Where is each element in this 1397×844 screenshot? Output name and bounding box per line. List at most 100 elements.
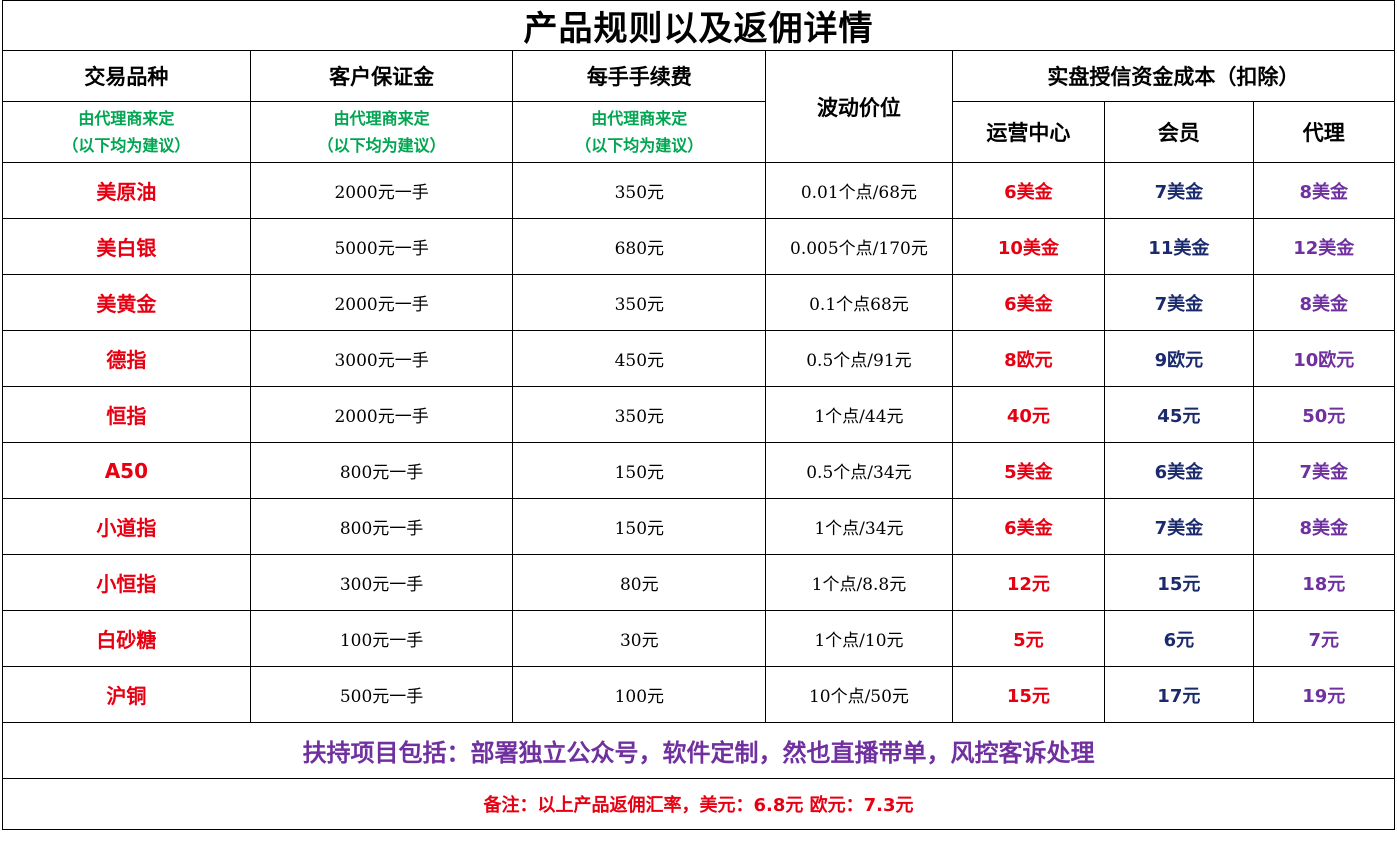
center-cell[interactable]: 12元: [951, 554, 1106, 611]
member-cell[interactable]: 15元: [1104, 554, 1254, 611]
product-cell[interactable]: 德指: [2, 330, 251, 387]
note-product[interactable]: 由代理商来定 （以下均为建议）: [2, 101, 251, 163]
center-cell[interactable]: 10美金: [951, 218, 1106, 275]
margin-cell[interactable]: 3000元一手: [249, 330, 514, 387]
table-row: 美白银 5000元一手 680元 0.005个点/170元 10美金 11美金 12美金: [2, 218, 1396, 275]
agent-cell[interactable]: 8美金: [1252, 274, 1396, 331]
note-fee[interactable]: 由代理商来定 （以下均为建议）: [512, 101, 767, 163]
header-credit-cost[interactable]: 实盘授信资金成本（扣除）: [951, 50, 1396, 102]
table-row: 小道指 800元一手 150元 1个点/34元 6美金 7美金 8美金: [2, 498, 1396, 555]
table-row: 沪铜 500元一手 100元 10个点/50元 15元 17元 19元: [2, 666, 1396, 723]
agent-cell[interactable]: 12美金: [1252, 218, 1396, 275]
member-cell[interactable]: 6元: [1104, 610, 1254, 667]
header-margin[interactable]: 客户保证金: [249, 50, 514, 102]
support-items[interactable]: 扶持项目包括：部署独立公众号，软件定制，然也直播带单，风控客诉处理: [2, 722, 1395, 779]
header-member[interactable]: 会员: [1104, 101, 1254, 163]
product-cell[interactable]: 美黄金: [2, 274, 251, 331]
fee-cell[interactable]: 350元: [512, 162, 767, 219]
agent-cell[interactable]: 8美金: [1252, 162, 1396, 219]
header-tick[interactable]: 波动价位: [765, 50, 953, 163]
center-cell[interactable]: 8欧元: [951, 330, 1106, 387]
margin-cell[interactable]: 5000元一手: [249, 218, 514, 275]
fee-cell[interactable]: 100元: [512, 666, 767, 723]
margin-cell[interactable]: 800元一手: [249, 442, 514, 499]
tick-cell[interactable]: 1个点/44元: [765, 386, 953, 443]
center-cell[interactable]: 15元: [951, 666, 1106, 723]
member-cell[interactable]: 7美金: [1104, 274, 1254, 331]
table-row: 美原油 2000元一手 350元 0.01个点/68元 6美金 7美金 8美金: [2, 162, 1396, 219]
table-row: 小恒指 300元一手 80元 1个点/8.8元 12元 15元 18元: [2, 554, 1396, 611]
table-row: 白砂糖 100元一手 30元 1个点/10元 5元 6元 7元: [2, 610, 1396, 667]
fee-cell[interactable]: 350元: [512, 386, 767, 443]
tick-cell[interactable]: 1个点/10元: [765, 610, 953, 667]
tick-cell[interactable]: 0.5个点/91元: [765, 330, 953, 387]
fee-cell[interactable]: 80元: [512, 554, 767, 611]
remark-note[interactable]: 备注：以上产品返佣汇率，美元：6.8元 欧元：7.3元: [2, 778, 1395, 830]
fee-cell[interactable]: 30元: [512, 610, 767, 667]
agent-cell[interactable]: 8美金: [1252, 498, 1396, 555]
center-cell[interactable]: 5美金: [951, 442, 1106, 499]
margin-cell[interactable]: 2000元一手: [249, 162, 514, 219]
header-fee[interactable]: 每手手续费: [512, 50, 767, 102]
product-cell[interactable]: 美白银: [2, 218, 251, 275]
note-line2: （以下均为建议）: [62, 136, 191, 155]
tick-cell[interactable]: 0.01个点/68元: [765, 162, 953, 219]
product-cell[interactable]: 白砂糖: [2, 610, 251, 667]
member-cell[interactable]: 6美金: [1104, 442, 1254, 499]
center-cell[interactable]: 6美金: [951, 274, 1106, 331]
product-cell[interactable]: 小恒指: [2, 554, 251, 611]
note-line2: （以下均为建议）: [575, 136, 704, 155]
agent-cell[interactable]: 7元: [1252, 610, 1396, 667]
note-line1: 由代理商来定: [333, 109, 430, 128]
margin-cell[interactable]: 300元一手: [249, 554, 514, 611]
tick-cell[interactable]: 0.1个点68元: [765, 274, 953, 331]
agent-cell[interactable]: 7美金: [1252, 442, 1396, 499]
member-cell[interactable]: 17元: [1104, 666, 1254, 723]
margin-cell[interactable]: 2000元一手: [249, 274, 514, 331]
margin-cell[interactable]: 100元一手: [249, 610, 514, 667]
tick-cell[interactable]: 10个点/50元: [765, 666, 953, 723]
table-row: 德指 3000元一手 450元 0.5个点/91元 8欧元 9欧元 10欧元: [2, 330, 1396, 387]
tick-cell[interactable]: 1个点/8.8元: [765, 554, 953, 611]
fee-cell[interactable]: 150元: [512, 442, 767, 499]
note-margin[interactable]: 由代理商来定 （以下均为建议）: [249, 101, 514, 163]
margin-cell[interactable]: 800元一手: [249, 498, 514, 555]
center-cell[interactable]: 6美金: [951, 162, 1106, 219]
tick-cell[interactable]: 1个点/34元: [765, 498, 953, 555]
note-line1: 由代理商来定: [591, 109, 688, 128]
member-cell[interactable]: 11美金: [1104, 218, 1254, 275]
fee-cell[interactable]: 450元: [512, 330, 767, 387]
product-cell[interactable]: 小道指: [2, 498, 251, 555]
member-cell[interactable]: 7美金: [1104, 162, 1254, 219]
note-line1: 由代理商来定: [78, 109, 175, 128]
header-center[interactable]: 运营中心: [951, 101, 1106, 163]
table-row: 美黄金 2000元一手 350元 0.1个点68元 6美金 7美金 8美金: [2, 274, 1396, 331]
tick-cell[interactable]: 0.005个点/170元: [765, 218, 953, 275]
margin-cell[interactable]: 2000元一手: [249, 386, 514, 443]
header-product[interactable]: 交易品种: [2, 50, 251, 102]
table-row: 恒指 2000元一手 350元 1个点/44元 40元 45元 50元: [2, 386, 1396, 443]
center-cell[interactable]: 40元: [951, 386, 1106, 443]
product-cell[interactable]: 美原油: [2, 162, 251, 219]
center-cell[interactable]: 6美金: [951, 498, 1106, 555]
agent-cell[interactable]: 19元: [1252, 666, 1396, 723]
center-cell[interactable]: 5元: [951, 610, 1106, 667]
note-line2: （以下均为建议）: [317, 136, 446, 155]
member-cell[interactable]: 7美金: [1104, 498, 1254, 555]
fee-cell[interactable]: 680元: [512, 218, 767, 275]
product-cell[interactable]: 恒指: [2, 386, 251, 443]
agent-cell[interactable]: 18元: [1252, 554, 1396, 611]
fee-cell[interactable]: 150元: [512, 498, 767, 555]
agent-cell[interactable]: 50元: [1252, 386, 1396, 443]
product-cell[interactable]: 沪铜: [2, 666, 251, 723]
agent-cell[interactable]: 10欧元: [1252, 330, 1396, 387]
fee-cell[interactable]: 350元: [512, 274, 767, 331]
margin-cell[interactable]: 500元一手: [249, 666, 514, 723]
header-agent[interactable]: 代理: [1252, 101, 1396, 163]
member-cell[interactable]: 45元: [1104, 386, 1254, 443]
product-cell[interactable]: A50: [2, 442, 251, 499]
tick-cell[interactable]: 0.5个点/34元: [765, 442, 953, 499]
page-title[interactable]: 产品规则以及返佣详情: [2, 0, 1395, 51]
member-cell[interactable]: 9欧元: [1104, 330, 1254, 387]
